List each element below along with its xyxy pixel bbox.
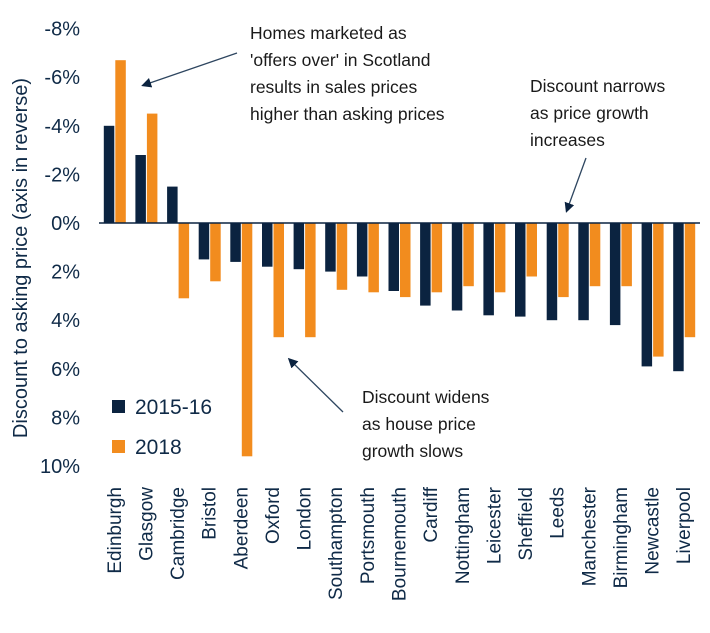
bar-2015-16-glasgow <box>135 155 146 223</box>
bar-2018-sheffield <box>526 223 537 277</box>
bar-2018-edinburgh <box>115 60 126 224</box>
bar-2015-16-liverpool <box>673 223 684 372</box>
legend-item-2015-16: 2015-16 <box>112 396 212 419</box>
bar-2015-16-southampton <box>325 223 336 272</box>
y-axis-title: Discount to asking price (axis in revers… <box>10 78 32 438</box>
bar-2018-oxford <box>273 223 284 338</box>
x-tick-label: Nottingham <box>453 487 474 584</box>
x-tick-label: Aberdeen <box>231 487 252 569</box>
bar-2018-newcastle <box>653 223 664 357</box>
bar-2015-16-leeds <box>546 223 558 321</box>
x-tick-label: Portsmouth <box>358 487 379 584</box>
annotation-narrows-line-2: as price growth <box>530 103 649 123</box>
legend-label-2015-16: 2015-16 <box>135 396 212 419</box>
bar-2018-portsmouth <box>368 223 379 293</box>
bar-2018-aberdeen <box>241 223 253 457</box>
y-tick-label: 4% <box>51 310 80 332</box>
y-tick-label: 6% <box>51 359 80 381</box>
bar-2018-leicester <box>494 223 506 293</box>
annotation-narrows-arrow <box>564 157 587 213</box>
legend: 2015-16 2018 <box>112 396 212 459</box>
bar-2015-16-bournemouth <box>388 223 399 291</box>
x-tick-label: London <box>295 487 316 550</box>
y-tick-label: -6% <box>44 67 80 89</box>
bar-2018-cambridge <box>178 223 190 299</box>
x-tick-label: Bournemouth <box>390 487 411 601</box>
bar-2018-liverpool <box>684 223 696 338</box>
x-tick-label: Sheffield <box>516 487 537 561</box>
x-tick-label: Manchester <box>579 486 600 586</box>
x-tick-label: Leicester <box>484 486 505 564</box>
bar-2015-16-edinburgh <box>103 125 115 223</box>
y-tick-label: -8% <box>44 19 80 41</box>
annotation-scotland-line-1: Homes marketed as <box>250 23 407 43</box>
bar-2018-glasgow <box>146 113 158 223</box>
x-tick-label: Liverpool <box>674 487 695 564</box>
bar-2018-birmingham <box>621 223 632 287</box>
y-tick-label: -2% <box>44 164 80 186</box>
annotation-widens-line-3: growth slows <box>362 441 463 461</box>
bar-2015-16-leicester <box>483 223 494 316</box>
y-tick-label: -4% <box>44 116 80 138</box>
x-tick-label: Edinburgh <box>105 487 126 574</box>
annotation-widens-line-2: as house price <box>362 414 476 434</box>
x-tick-label: Newcastle <box>643 487 664 575</box>
annotation-scotland-line-3: results in sales prices <box>250 77 418 97</box>
bar-2018-manchester <box>589 223 601 287</box>
annotation-scotland-arrow <box>141 52 238 88</box>
bar-2018-leeds <box>558 223 569 298</box>
annotation-scotland-line-4: higher than asking prices <box>250 104 445 124</box>
x-tick-label: Cambridge <box>168 487 189 580</box>
annotation-scotland-line-2: 'offers over' in Scotland <box>250 50 431 70</box>
x-tick-label: Bristol <box>200 487 221 540</box>
bar-2018-bristol <box>210 223 221 282</box>
bar-2018-bournemouth <box>400 223 411 298</box>
bar-2018-southampton <box>336 223 348 290</box>
bar-2015-16-birmingham <box>609 223 621 326</box>
annotation-narrows-line-3: increases <box>530 130 605 150</box>
bar-2015-16-sheffield <box>515 223 526 317</box>
bar-2015-16-cardiff <box>420 223 431 306</box>
bars <box>103 60 696 457</box>
bar-2015-16-oxford <box>262 223 273 267</box>
bar-2018-nottingham <box>463 223 474 287</box>
x-tick-label: Glasgow <box>136 487 157 561</box>
legend-label-2018: 2018 <box>135 436 182 459</box>
annotation-widens: Discount widens as house price growth sl… <box>287 357 490 461</box>
bar-2015-16-newcastle <box>641 223 653 367</box>
y-tick-label: 2% <box>51 262 80 284</box>
y-tick-label: 10% <box>40 456 80 478</box>
x-tick-label: Leeds <box>548 487 569 539</box>
x-tick-label: Birmingham <box>611 487 632 588</box>
legend-item-2018: 2018 <box>112 436 182 459</box>
bar-2015-16-portsmouth <box>356 223 368 277</box>
annotation-widens-line-1: Discount widens <box>362 387 490 407</box>
annotation-widens-arrow <box>287 357 344 413</box>
bar-2015-16-london <box>293 223 305 270</box>
y-tick-label: 8% <box>51 407 80 429</box>
bar-2015-16-manchester <box>578 223 589 321</box>
bar-2018-london <box>305 223 316 338</box>
annotation-narrows-line-1: Discount narrows <box>530 76 665 96</box>
y-tick-label: 0% <box>51 213 80 235</box>
x-axis-category-labels: Edinburgh Glasgow Cambridge Bristol Aberdeen… <box>105 486 695 601</box>
legend-swatch-2018 <box>112 440 125 453</box>
bar-2018-cardiff <box>431 223 443 293</box>
bar-2015-16-nottingham <box>451 223 463 311</box>
x-tick-label: Cardiff <box>421 486 442 542</box>
bar-2015-16-bristol <box>198 223 210 260</box>
annotation-scotland: Homes marketed as 'offers over' in Scotl… <box>141 23 445 124</box>
x-tick-label: Oxford <box>263 487 284 544</box>
legend-swatch-2015-16 <box>112 400 125 413</box>
bar-2015-16-cambridge <box>167 186 178 223</box>
bar-2015-16-aberdeen <box>230 223 241 262</box>
y-axis-ticks: -8% -6% -4% -2% 0% 2% 4% 6% 8% 10% <box>40 19 80 478</box>
x-tick-label: Southampton <box>326 487 347 600</box>
annotation-narrows: Discount narrows as price growth increas… <box>530 76 665 213</box>
